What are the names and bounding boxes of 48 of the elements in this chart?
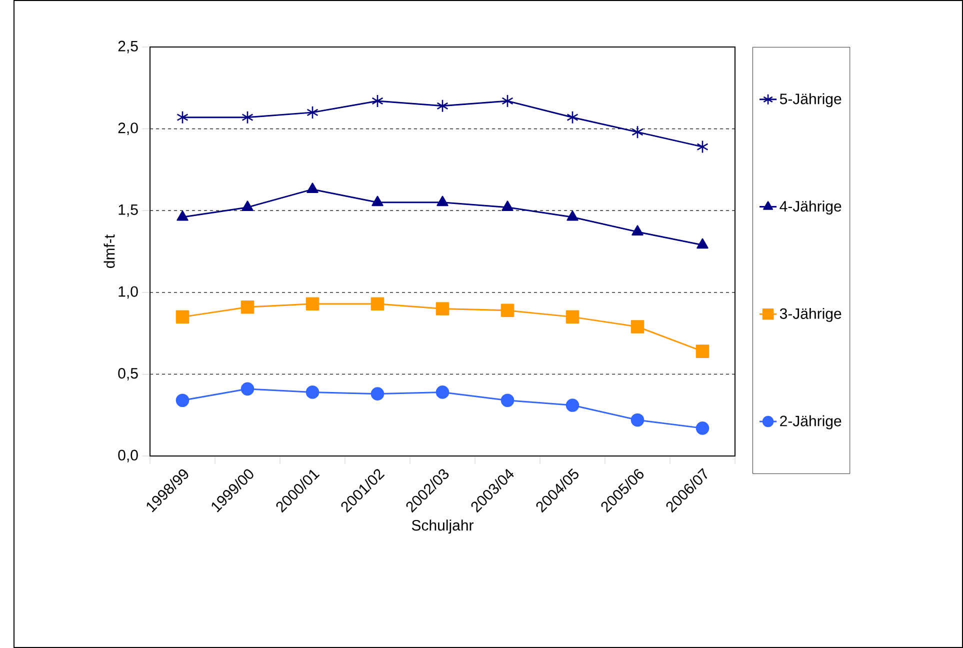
point <box>306 106 318 120</box>
point <box>242 200 254 211</box>
point <box>566 310 580 324</box>
point <box>242 110 254 124</box>
point <box>502 94 514 108</box>
point <box>502 200 514 211</box>
point <box>176 394 190 408</box>
point <box>696 344 710 358</box>
point <box>370 297 384 310</box>
legend-label: 4-Jährige <box>780 200 842 215</box>
point <box>566 210 578 221</box>
y-tick-label: 0,0 <box>118 450 138 462</box>
point <box>306 297 320 310</box>
point <box>240 382 254 396</box>
point <box>436 99 448 113</box>
legend-label: 2-Jährige <box>780 415 842 430</box>
y-tick-label: 1,5 <box>118 204 138 217</box>
point <box>500 304 514 318</box>
point <box>630 413 644 427</box>
y-tick-label: 1,0 <box>118 286 138 299</box>
point <box>436 302 450 316</box>
point <box>176 110 188 124</box>
point <box>176 210 188 221</box>
point <box>500 394 514 408</box>
point <box>696 422 710 435</box>
point <box>632 225 644 236</box>
point <box>176 310 190 324</box>
point <box>630 320 644 334</box>
point <box>436 386 450 399</box>
point <box>372 94 384 108</box>
y-tick-label: 0,5 <box>118 368 138 380</box>
y-axis-title: dmf-t <box>104 234 115 268</box>
point <box>306 182 318 193</box>
point <box>566 398 580 412</box>
x-axis-title: Schuljahr <box>412 520 474 534</box>
point <box>370 387 384 400</box>
point <box>696 140 708 154</box>
point <box>436 196 448 206</box>
y-tick-label: 2,5 <box>118 40 138 54</box>
point <box>696 238 708 249</box>
point <box>566 110 578 124</box>
y-tick-label: 2,0 <box>118 122 138 135</box>
point <box>240 300 254 314</box>
point <box>306 386 320 399</box>
point <box>372 196 384 206</box>
legend-label: 3-Jährige <box>780 308 842 322</box>
point <box>632 125 644 139</box>
legend-label: 5-Jährige <box>780 93 842 108</box>
